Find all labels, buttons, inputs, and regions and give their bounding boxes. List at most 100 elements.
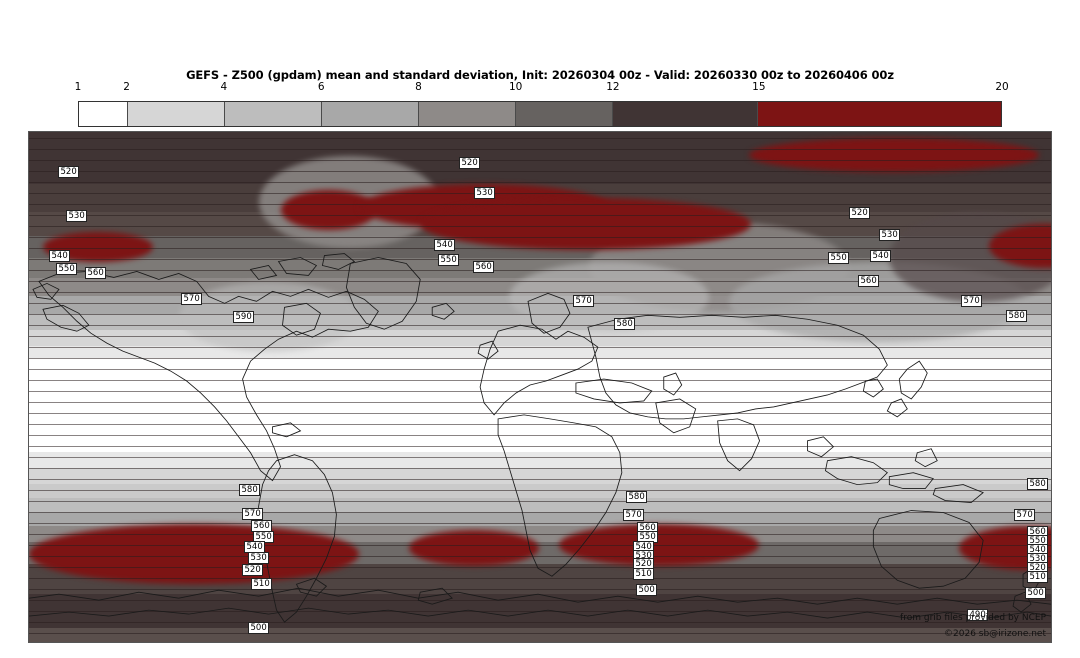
contour-line xyxy=(29,314,1051,315)
stddev-band-s6 xyxy=(29,512,1051,526)
contour-label-500: 500 xyxy=(1025,587,1047,599)
colorbar-tick-2: 2 xyxy=(123,81,130,93)
colorbar-band-15-20 xyxy=(758,102,1001,126)
contour-label-540: 540 xyxy=(870,250,892,262)
contour-label-560: 560 xyxy=(858,275,880,287)
contour-line xyxy=(29,149,1051,150)
contour-line xyxy=(29,468,1051,469)
colorbar-band-12-15 xyxy=(612,102,759,126)
contour-label-570: 570 xyxy=(181,293,203,305)
colorbar-tick-10: 10 xyxy=(508,81,523,93)
stddev-red-atlantic-europe xyxy=(421,198,751,250)
contour-line xyxy=(29,182,1051,183)
contour-line xyxy=(29,215,1051,216)
colorbar-tick-15: 15 xyxy=(752,81,766,93)
stddev-shading xyxy=(29,132,1051,642)
contour-line xyxy=(29,622,1051,623)
contour-line xyxy=(29,347,1051,348)
contour-label-550: 550 xyxy=(253,531,275,543)
page-title: GEFS - Z500 (gpdam) mean and standard de… xyxy=(186,68,894,82)
colorbar-band-8-10 xyxy=(418,102,516,126)
contour-label-520: 520 xyxy=(242,564,264,576)
contour-label-500: 500 xyxy=(248,622,270,634)
contour-line xyxy=(29,578,1051,579)
colorbar-band-2-4 xyxy=(127,102,225,126)
contour-line xyxy=(29,600,1051,601)
colorbar-tick-8: 8 xyxy=(415,81,422,93)
map-canvas[interactable]: 520 530 540 550 560 570 590 520 530 540 550 560 570 5… xyxy=(28,131,1052,643)
contour-label-510: 510 xyxy=(1027,571,1049,583)
contour-line xyxy=(29,204,1051,205)
contour-label-560: 560 xyxy=(85,267,107,279)
contour-label-530: 530 xyxy=(248,552,270,564)
contour-label-580: 580 xyxy=(239,484,261,496)
stddev-light-tongue-mideast xyxy=(509,262,709,332)
contour-line xyxy=(29,226,1051,227)
contour-label-530: 530 xyxy=(879,229,901,241)
colorbar-tick-12: 12 xyxy=(606,81,620,93)
contour-line xyxy=(29,479,1051,480)
contour-label-580: 580 xyxy=(626,491,648,503)
contour-label-510: 510 xyxy=(251,578,273,590)
colorbar-tick-6: 6 xyxy=(317,81,325,93)
contour-label-550: 550 xyxy=(828,252,850,264)
stddev-band-s1 xyxy=(29,628,1051,642)
contour-label-510: 510 xyxy=(633,568,655,580)
contour-line xyxy=(29,237,1051,238)
contour-line xyxy=(29,545,1051,546)
contour-line xyxy=(29,589,1051,590)
contour-label-550: 550 xyxy=(56,263,78,275)
contour-line xyxy=(29,248,1051,249)
contour-label-490: 490 xyxy=(967,609,989,621)
contour-label-520: 520 xyxy=(849,207,871,219)
contour-line xyxy=(29,369,1051,370)
contour-line xyxy=(29,171,1051,172)
colorbar: 1 2 4 6 8 10 12 15 20 xyxy=(75,81,1009,127)
contour-line xyxy=(29,193,1051,194)
colorbar-tick-1: 1 xyxy=(74,81,82,93)
contour-line xyxy=(29,413,1051,414)
contour-label-580: 580 xyxy=(1027,478,1049,490)
contour-line xyxy=(29,270,1051,271)
stddev-band-s9 xyxy=(29,468,1051,484)
contour-line xyxy=(29,633,1051,634)
colorbar-tick-4: 4 xyxy=(220,81,228,93)
contour-label-570: 570 xyxy=(573,295,595,307)
stddev-band-s10 xyxy=(29,452,1051,468)
contour-label-570: 570 xyxy=(961,295,983,307)
contour-label-570: 570 xyxy=(623,509,645,521)
contour-line xyxy=(29,259,1051,260)
contour-label-550: 550 xyxy=(438,254,460,266)
colorbar-band-4-6 xyxy=(224,102,322,126)
contour-label-560: 560 xyxy=(473,261,495,273)
contour-label-530: 530 xyxy=(474,187,496,199)
contour-line xyxy=(29,490,1051,491)
contour-line xyxy=(29,292,1051,293)
contour-line xyxy=(29,567,1051,568)
contour-line xyxy=(29,556,1051,557)
contour-label-500: 500 xyxy=(636,584,658,596)
contour-label-520: 520 xyxy=(58,166,80,178)
contour-label-540: 540 xyxy=(434,239,456,251)
contour-label-570: 570 xyxy=(1014,509,1036,521)
contour-line xyxy=(29,534,1051,535)
credit-copyright: ©2026 sb@irizone.net xyxy=(944,629,1046,639)
contour-label-580: 580 xyxy=(614,318,636,330)
colorbar-band-10-12 xyxy=(515,102,613,126)
contour-label-520: 520 xyxy=(459,157,481,169)
contour-label-540: 540 xyxy=(49,250,71,262)
contour-line xyxy=(29,457,1051,458)
colorbar-bands xyxy=(78,101,1002,127)
colorbar-tick-20: 20 xyxy=(995,81,1009,93)
contour-line xyxy=(29,138,1051,139)
contour-line xyxy=(29,501,1051,502)
contour-line xyxy=(29,523,1051,524)
contour-label-570: 570 xyxy=(242,508,264,520)
colorbar-ticks: 1 2 4 6 8 10 12 15 20 xyxy=(74,81,1009,97)
contour-line xyxy=(29,391,1051,392)
contour-label-590: 590 xyxy=(233,311,255,323)
contour-line xyxy=(29,325,1051,326)
coastlines xyxy=(29,132,1051,642)
contour-line xyxy=(29,435,1051,436)
